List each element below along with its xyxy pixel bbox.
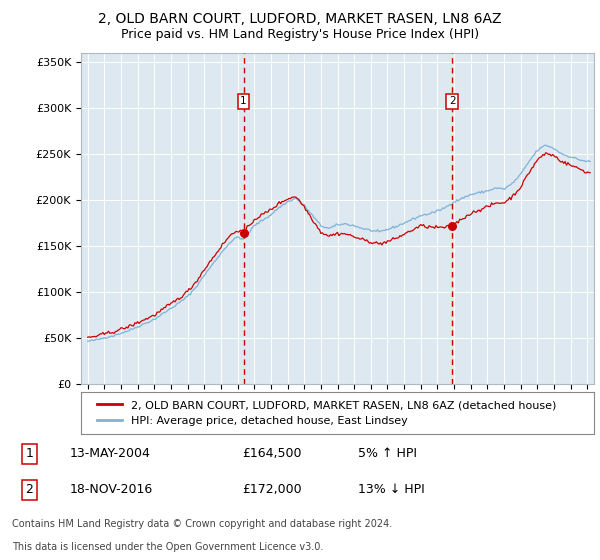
Text: £164,500: £164,500	[242, 447, 302, 460]
Text: Price paid vs. HM Land Registry's House Price Index (HPI): Price paid vs. HM Land Registry's House …	[121, 28, 479, 41]
Text: 1: 1	[25, 447, 33, 460]
Legend: 2, OLD BARN COURT, LUDFORD, MARKET RASEN, LN8 6AZ (detached house), HPI: Average: 2, OLD BARN COURT, LUDFORD, MARKET RASEN…	[92, 395, 562, 431]
Text: Contains HM Land Registry data © Crown copyright and database right 2024.: Contains HM Land Registry data © Crown c…	[12, 519, 392, 529]
Text: 1: 1	[240, 96, 247, 106]
Text: 2: 2	[25, 483, 33, 496]
Text: 5% ↑ HPI: 5% ↑ HPI	[358, 447, 416, 460]
Text: 2, OLD BARN COURT, LUDFORD, MARKET RASEN, LN8 6AZ: 2, OLD BARN COURT, LUDFORD, MARKET RASEN…	[98, 12, 502, 26]
Text: 18-NOV-2016: 18-NOV-2016	[70, 483, 153, 496]
Text: £172,000: £172,000	[242, 483, 302, 496]
Text: This data is licensed under the Open Government Licence v3.0.: This data is licensed under the Open Gov…	[12, 542, 323, 552]
Text: 13% ↓ HPI: 13% ↓ HPI	[358, 483, 424, 496]
Text: 2: 2	[449, 96, 455, 106]
Text: 13-MAY-2004: 13-MAY-2004	[70, 447, 151, 460]
